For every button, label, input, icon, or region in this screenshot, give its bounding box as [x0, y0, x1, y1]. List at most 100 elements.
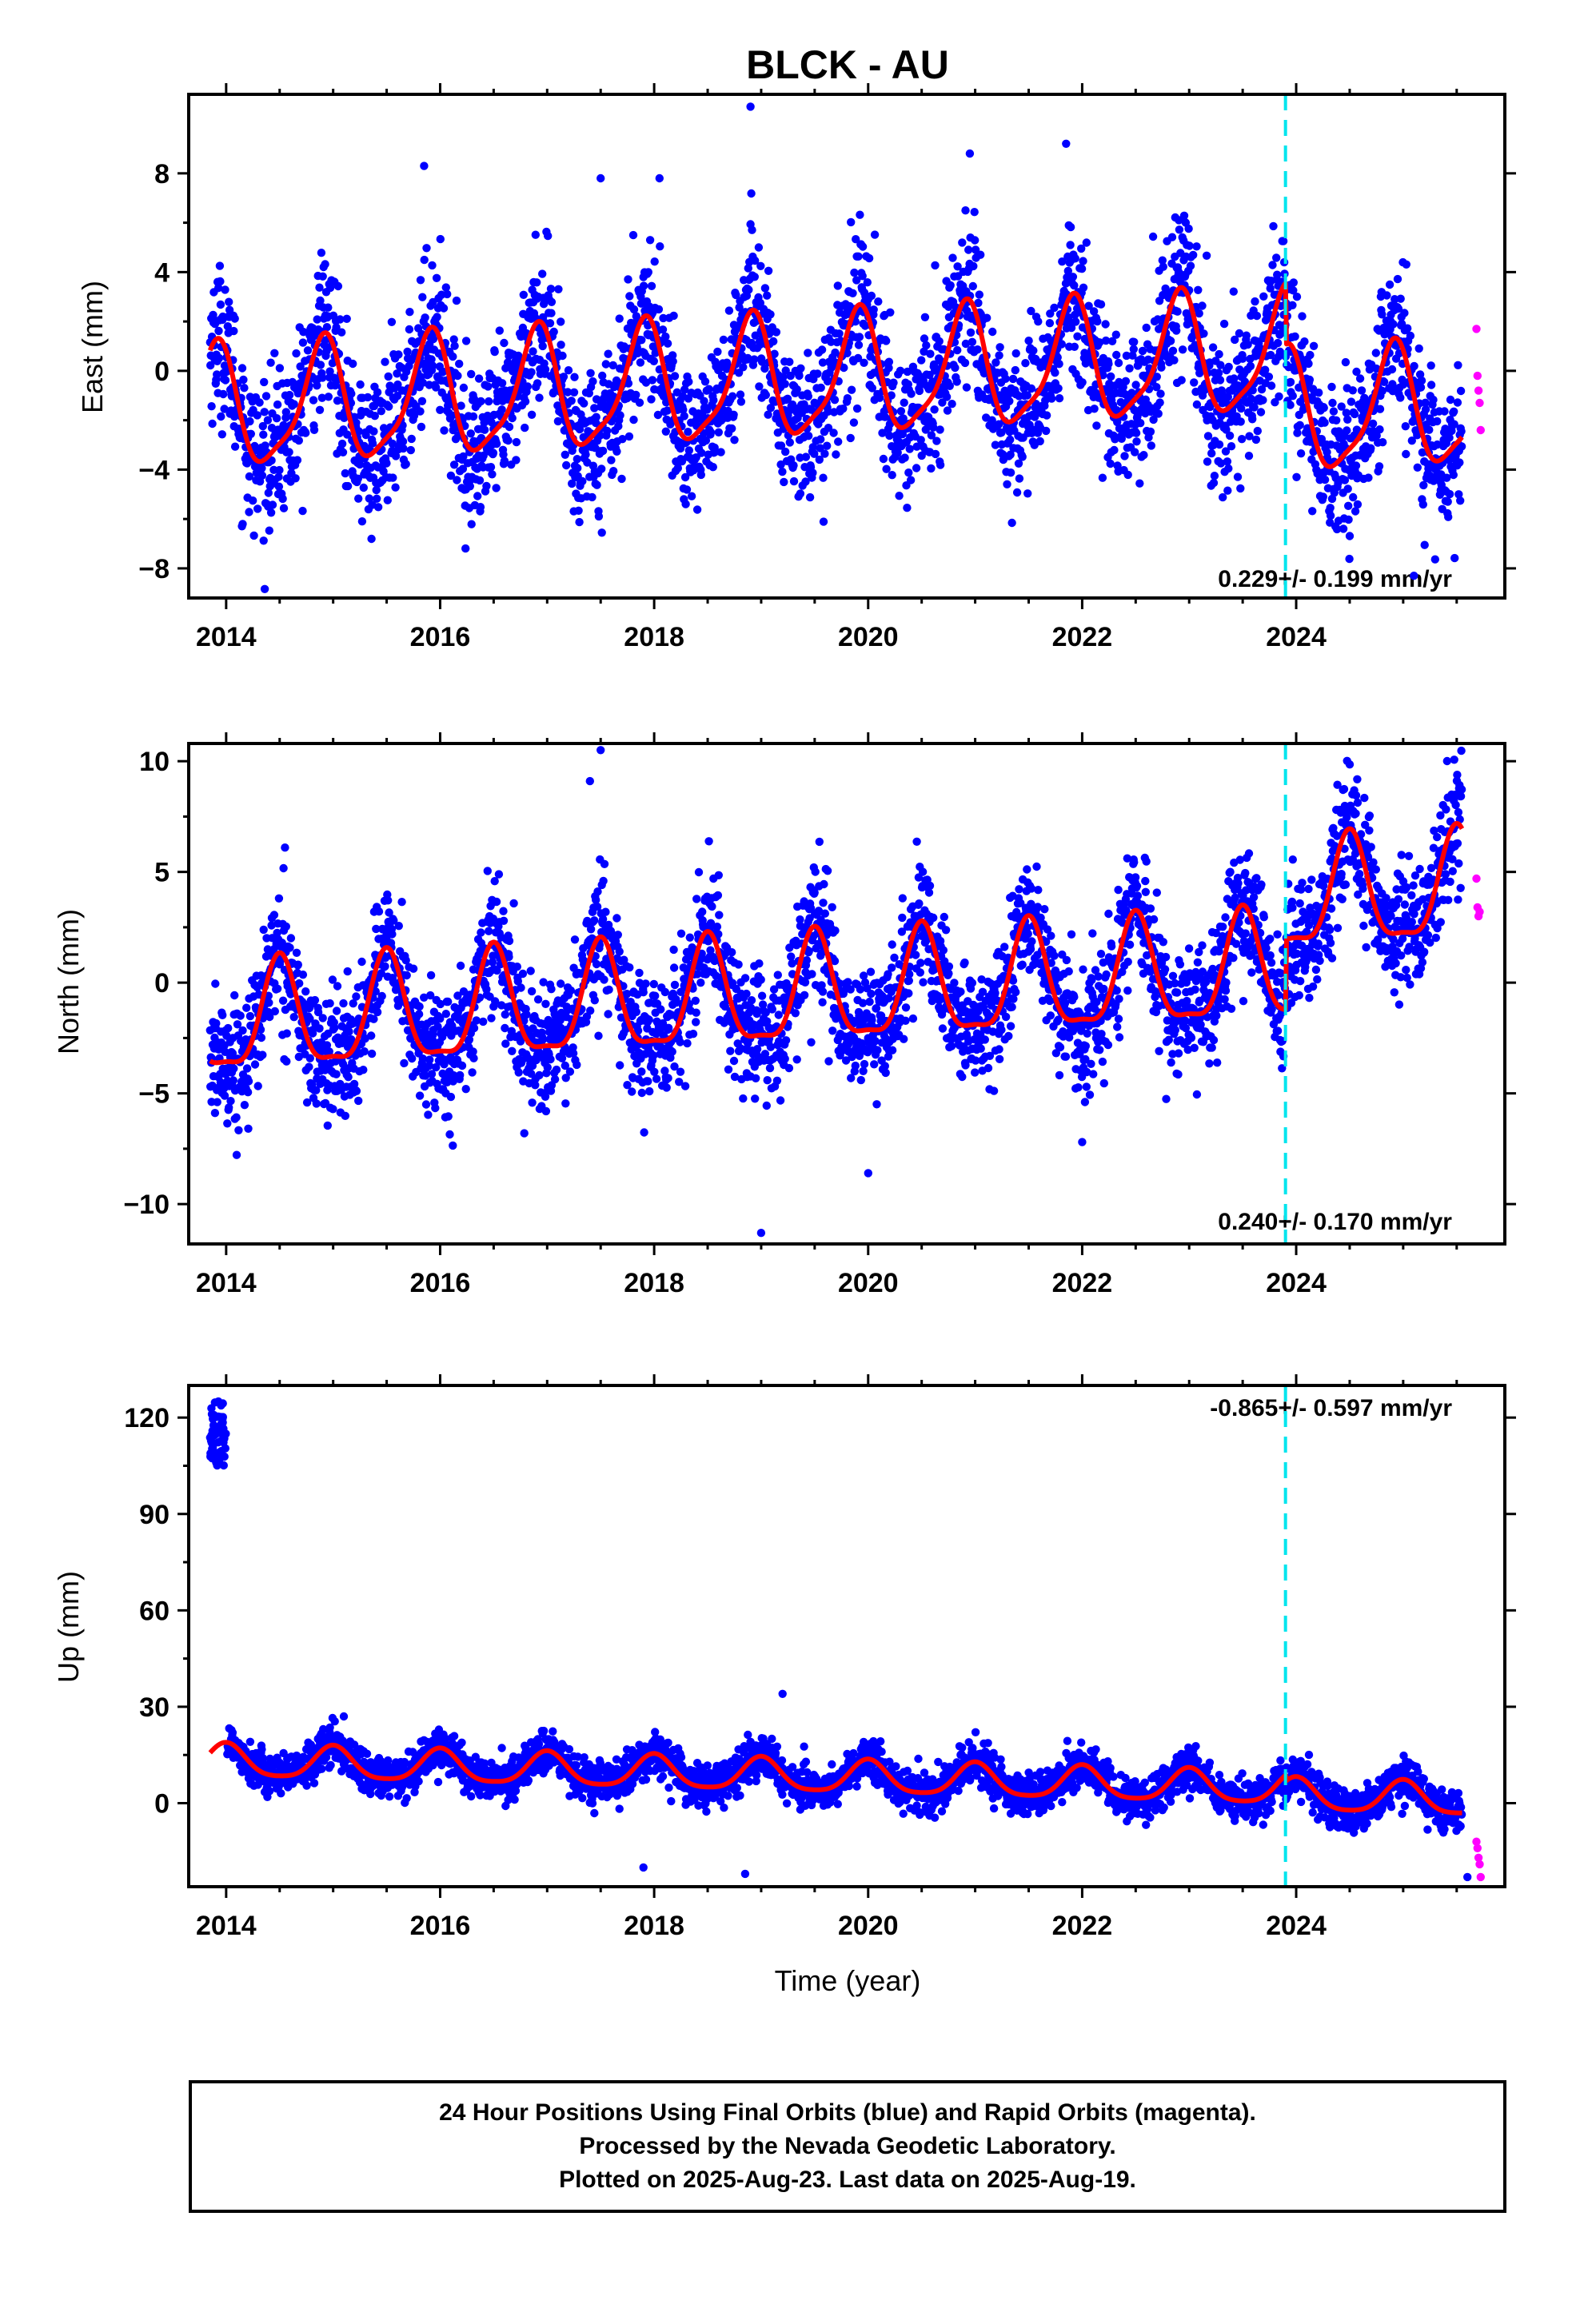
- east-point: [609, 467, 617, 475]
- east-point: [947, 281, 955, 289]
- east-point: [903, 504, 911, 512]
- north-point: [724, 1066, 732, 1074]
- chart-title: BLCK - AU: [746, 42, 949, 87]
- east-point: [958, 238, 966, 246]
- east-y-tick-label: 0: [154, 357, 170, 387]
- east-x-tick-label: 2016: [410, 622, 471, 652]
- east-point: [267, 508, 275, 516]
- east-point: [1321, 476, 1329, 484]
- north-point: [557, 979, 565, 987]
- east-point: [736, 390, 744, 398]
- east-point: [554, 285, 562, 293]
- east-point: [847, 218, 855, 226]
- east-point: [231, 443, 239, 451]
- north-point: [244, 1088, 252, 1096]
- east-point: [888, 471, 896, 479]
- east-point: [1344, 484, 1352, 492]
- north-point: [354, 1097, 362, 1105]
- north-point: [319, 1014, 327, 1022]
- east-point: [570, 389, 578, 397]
- north-point: [499, 907, 507, 915]
- north-point: [656, 1005, 664, 1013]
- north-point: [590, 916, 598, 924]
- east-point: [963, 383, 971, 391]
- east-point: [948, 253, 956, 261]
- east-point: [1319, 492, 1327, 500]
- north-point: [677, 930, 685, 938]
- east-point: [377, 407, 385, 415]
- east-point: [1379, 438, 1386, 446]
- east-point: [1132, 437, 1140, 445]
- east-point: [683, 485, 691, 493]
- east-point: [1236, 484, 1244, 492]
- east-point: [1290, 278, 1298, 286]
- east-point: [586, 369, 594, 377]
- east-point: [364, 393, 372, 401]
- east-point: [969, 282, 977, 290]
- east-point: [337, 329, 345, 337]
- north-point: [293, 949, 301, 957]
- east-point: [407, 446, 415, 454]
- north-point: [238, 1026, 246, 1034]
- north-point: [229, 1076, 237, 1084]
- east-point: [1187, 261, 1195, 269]
- east-point: [1199, 329, 1207, 337]
- east-point: [961, 206, 969, 214]
- north-point: [696, 979, 704, 987]
- east-point: [1419, 500, 1427, 508]
- east-point: [1042, 427, 1050, 435]
- east-point: [766, 310, 774, 318]
- north-point: [773, 1077, 781, 1085]
- east-point: [550, 328, 558, 336]
- east-point: [533, 379, 541, 387]
- east-point: [930, 405, 938, 413]
- north-point: [714, 891, 722, 899]
- east-point: [557, 341, 565, 349]
- east-point: [865, 254, 873, 262]
- north-point: [616, 1061, 624, 1069]
- east-point: [524, 382, 532, 390]
- north-point: [501, 1011, 509, 1018]
- east-point: [790, 477, 798, 485]
- east-point: [603, 427, 611, 435]
- east-point: [295, 436, 303, 444]
- east-point: [1402, 261, 1410, 269]
- east-point: [976, 290, 984, 298]
- east-point: [528, 411, 536, 419]
- north-point: [742, 990, 750, 998]
- east-point: [713, 348, 721, 356]
- east-point: [669, 312, 677, 320]
- east-point: [481, 426, 489, 434]
- east-point: [275, 466, 283, 474]
- east-point: [276, 364, 284, 372]
- east-point: [804, 432, 812, 440]
- east-point: [781, 448, 789, 456]
- north-point: [384, 896, 392, 904]
- north-point: [445, 1130, 453, 1138]
- east-point: [1450, 554, 1458, 562]
- east-point: [343, 315, 351, 323]
- east-point: [1179, 345, 1187, 353]
- east-point: [744, 285, 752, 293]
- east-point: [927, 464, 935, 472]
- north-point: [715, 871, 723, 879]
- north-point: [751, 1094, 759, 1102]
- east-point: [521, 397, 529, 405]
- east-point: [1132, 429, 1140, 437]
- east-point: [1215, 350, 1223, 358]
- east-point: [273, 414, 281, 422]
- north-point: [683, 1039, 691, 1047]
- east-point: [497, 405, 505, 413]
- north-point: [378, 992, 386, 1000]
- east-point: [225, 298, 233, 306]
- east-point: [1275, 393, 1283, 401]
- east-point: [595, 512, 603, 520]
- east-point: [496, 326, 504, 334]
- east-point: [1403, 325, 1411, 333]
- north-point: [333, 1007, 341, 1015]
- east-point: [1257, 408, 1265, 416]
- east-point: [973, 345, 981, 353]
- east-point: [539, 342, 547, 350]
- east-point: [532, 231, 540, 239]
- east-point: [245, 508, 253, 516]
